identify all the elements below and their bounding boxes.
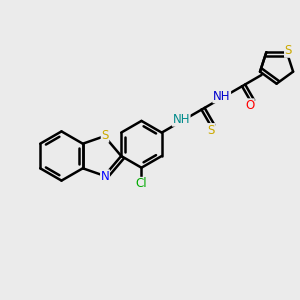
Text: S: S [208,124,215,136]
Text: N: N [100,170,109,183]
Text: NH: NH [213,90,230,103]
Text: O: O [245,99,254,112]
Text: Cl: Cl [136,177,147,190]
Text: NH: NH [172,113,190,126]
Text: S: S [101,129,109,142]
Text: S: S [285,44,292,57]
